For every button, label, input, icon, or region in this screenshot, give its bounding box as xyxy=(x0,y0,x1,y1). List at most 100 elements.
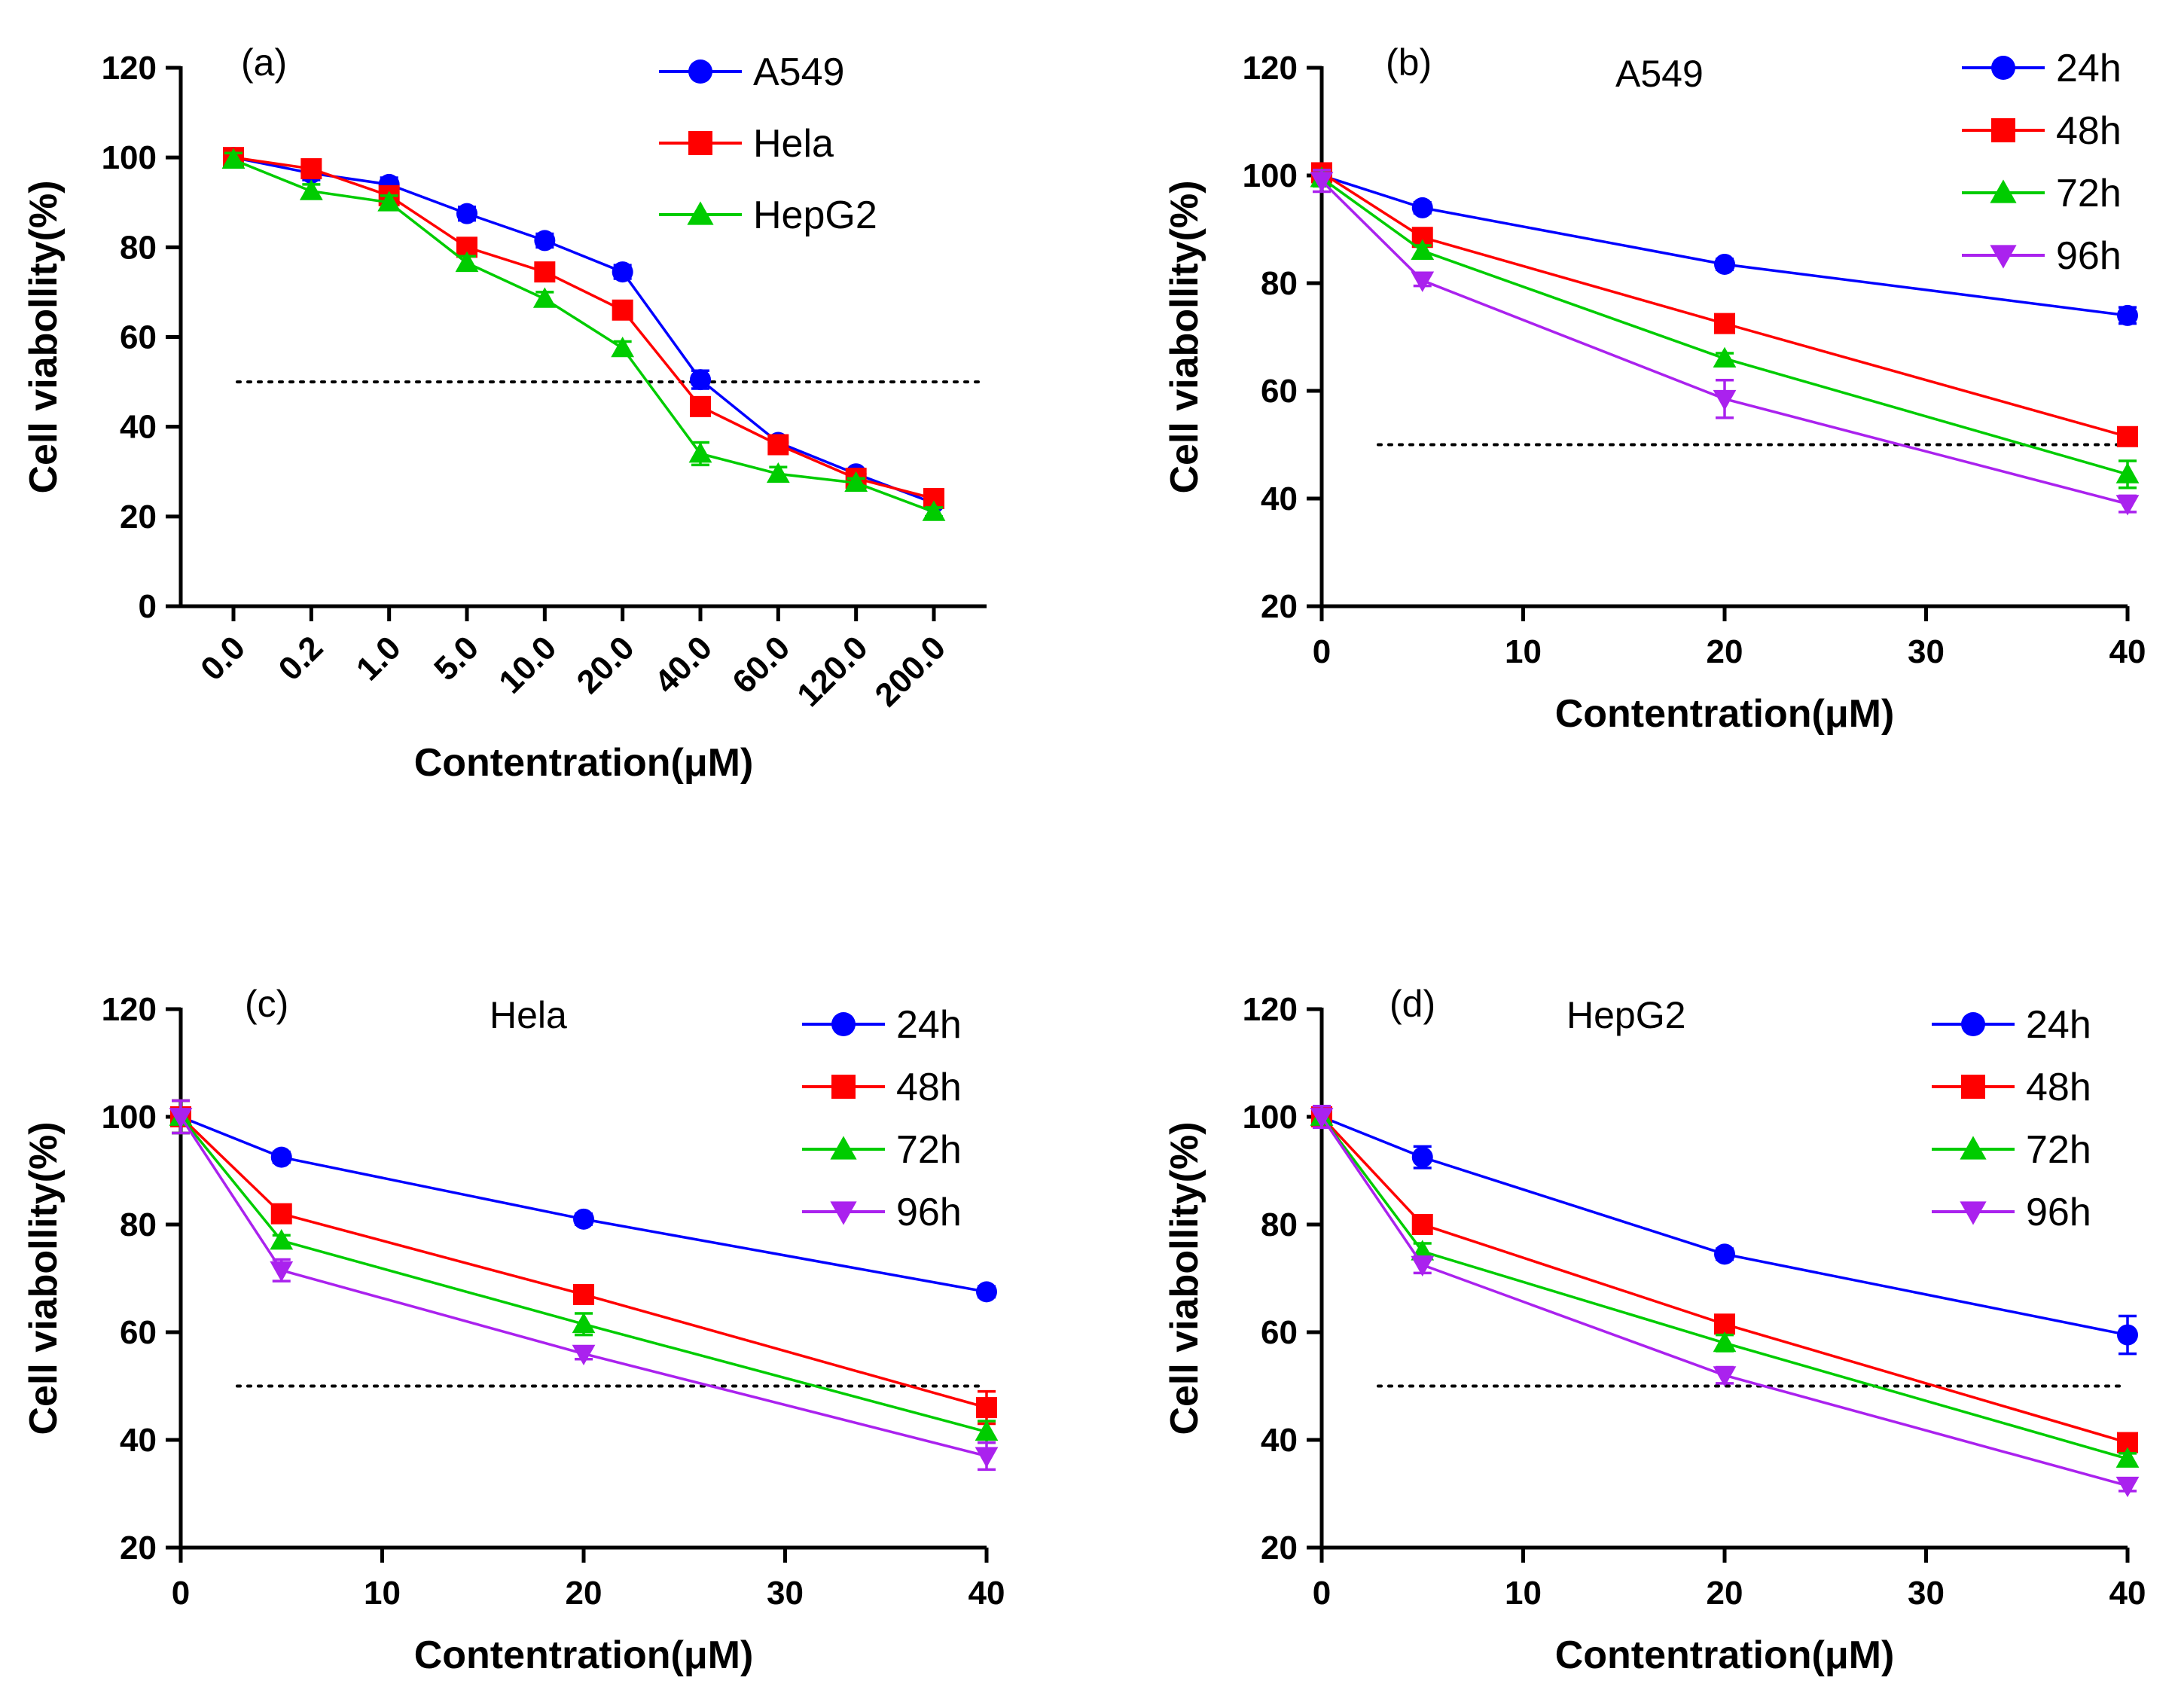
legend: 24h 48h 72h 96h xyxy=(802,1003,962,1234)
data-point xyxy=(573,1208,594,1230)
data-point xyxy=(844,471,868,493)
y-tick-label: 40 xyxy=(1261,1422,1298,1459)
data-point xyxy=(270,1229,294,1250)
x-tick-label: 20 xyxy=(1707,633,1743,670)
panel-title: HepG2 xyxy=(1566,994,1685,1036)
legend-label: 72h xyxy=(2026,1128,2091,1172)
y-tick-label: 60 xyxy=(120,1314,157,1351)
data-point xyxy=(922,500,946,521)
legend-marker xyxy=(687,201,714,225)
legend-item-96h: 96h xyxy=(1932,1191,2091,1234)
x-tick-label: 20 xyxy=(566,1575,602,1612)
data-point xyxy=(2117,425,2138,447)
x-tick-label: 40 xyxy=(969,1575,1005,1612)
y-axis-label: Cell viabollity(%) xyxy=(22,1121,66,1435)
legend-label: 48h xyxy=(2026,1066,2091,1109)
y-tick-label: 100 xyxy=(102,1099,157,1136)
series-line xyxy=(233,156,935,500)
data-point xyxy=(456,203,477,224)
panel-c: 20 40 60 80 100 120 0 10 20 30 40 Contentration(μM)… xyxy=(22,983,1005,1677)
legend-label: 48h xyxy=(2056,109,2122,153)
panel-b: 20 40 60 80 100 120 0 10 20 30 40 Contentration(μM)… xyxy=(1163,41,2146,736)
series-hepg2 xyxy=(221,148,946,521)
data-point xyxy=(572,1312,596,1334)
legend-item-72h: 72h xyxy=(802,1128,962,1172)
data-point xyxy=(611,336,635,358)
series-line xyxy=(233,158,935,514)
legend-item-48h: 48h xyxy=(1962,109,2122,153)
x-tick-label: 30 xyxy=(1908,633,1945,670)
series-line xyxy=(180,1115,987,1294)
data-point xyxy=(1713,346,1737,368)
legend-item-96h: 96h xyxy=(802,1191,962,1234)
series-72h xyxy=(169,1099,999,1444)
y-tick-label: 100 xyxy=(102,139,157,176)
data-point xyxy=(534,230,556,252)
legend-marker xyxy=(1991,118,2015,142)
y-tick-label: 120 xyxy=(1243,991,1298,1028)
legend-item-48h: 48h xyxy=(1932,1066,2091,1109)
y-tick-label: 60 xyxy=(1261,373,1298,410)
legend-label: HepG2 xyxy=(753,194,877,237)
legend-label: 48h xyxy=(896,1066,962,1109)
data-point xyxy=(2117,304,2138,326)
x-tick-label: 0 xyxy=(172,1575,190,1612)
y-axis-label: Cell viabollity(%) xyxy=(1163,180,1206,493)
panel-tag: (a) xyxy=(241,41,287,84)
series-line xyxy=(1320,1115,2128,1444)
x-axis-label: Contentration(μM) xyxy=(414,741,754,785)
data-point xyxy=(534,261,556,283)
y-tick-label: 20 xyxy=(120,1530,157,1566)
legend-item-a549: A549 xyxy=(659,50,844,94)
series-line xyxy=(179,1115,987,1433)
legend-label: 24h xyxy=(2056,47,2122,90)
panel-tag: (c) xyxy=(245,983,288,1025)
legend-label: 72h xyxy=(2056,172,2122,215)
data-point xyxy=(1310,1108,1334,1129)
legend-label: 96h xyxy=(896,1191,962,1234)
panel-tag: (b) xyxy=(1386,41,1432,84)
data-point xyxy=(270,1146,292,1168)
legend-marker xyxy=(688,131,712,155)
data-point xyxy=(612,261,633,283)
data-point xyxy=(2117,1324,2138,1346)
legend-item-48h: 48h xyxy=(802,1066,962,1109)
data-point xyxy=(1714,1243,1735,1265)
legend-item-96h: 96h xyxy=(1962,234,2122,278)
y-tick-label: 20 xyxy=(1261,588,1298,625)
data-point xyxy=(976,1281,997,1303)
panel-d: 20 40 60 80 100 120 0 10 20 30 40 Contentration(μM)… xyxy=(1163,983,2146,1677)
data-point xyxy=(270,1261,294,1283)
legend-marker xyxy=(1960,1136,1987,1160)
y-tick-label: 60 xyxy=(1261,1314,1298,1351)
series-96h xyxy=(169,1099,999,1472)
legend-label: A549 xyxy=(753,50,844,94)
data-point xyxy=(1411,197,1433,218)
panel-title: Hela xyxy=(490,994,567,1036)
x-tick-label: 30 xyxy=(1908,1575,1945,1612)
y-tick-label: 120 xyxy=(1243,50,1298,87)
series-line xyxy=(233,156,935,505)
y-tick-label: 20 xyxy=(1261,1530,1298,1566)
y-tick-label: 40 xyxy=(120,409,157,446)
series-line xyxy=(1320,179,2128,505)
data-point xyxy=(573,1283,594,1305)
legend-marker xyxy=(688,59,712,84)
legend-marker xyxy=(830,1201,857,1225)
legend-marker xyxy=(1961,1012,1985,1036)
x-axis-label: Contentration(μM) xyxy=(1555,692,1895,736)
series-48h xyxy=(1311,162,2138,447)
series-line xyxy=(1321,1115,2128,1337)
series-line xyxy=(179,1115,987,1409)
data-point xyxy=(1713,1366,1737,1387)
legend-marker xyxy=(830,1136,857,1160)
data-point xyxy=(1411,1214,1433,1235)
x-tick-label: 20 xyxy=(1707,1575,1743,1612)
data-point xyxy=(1411,271,1435,292)
legend-item-72h: 72h xyxy=(1932,1128,2091,1172)
legend-label: 24h xyxy=(896,1003,962,1047)
data-point xyxy=(1714,253,1735,275)
x-tick-label: 40 xyxy=(2109,633,2146,670)
legend-label: 24h xyxy=(2026,1003,2091,1047)
